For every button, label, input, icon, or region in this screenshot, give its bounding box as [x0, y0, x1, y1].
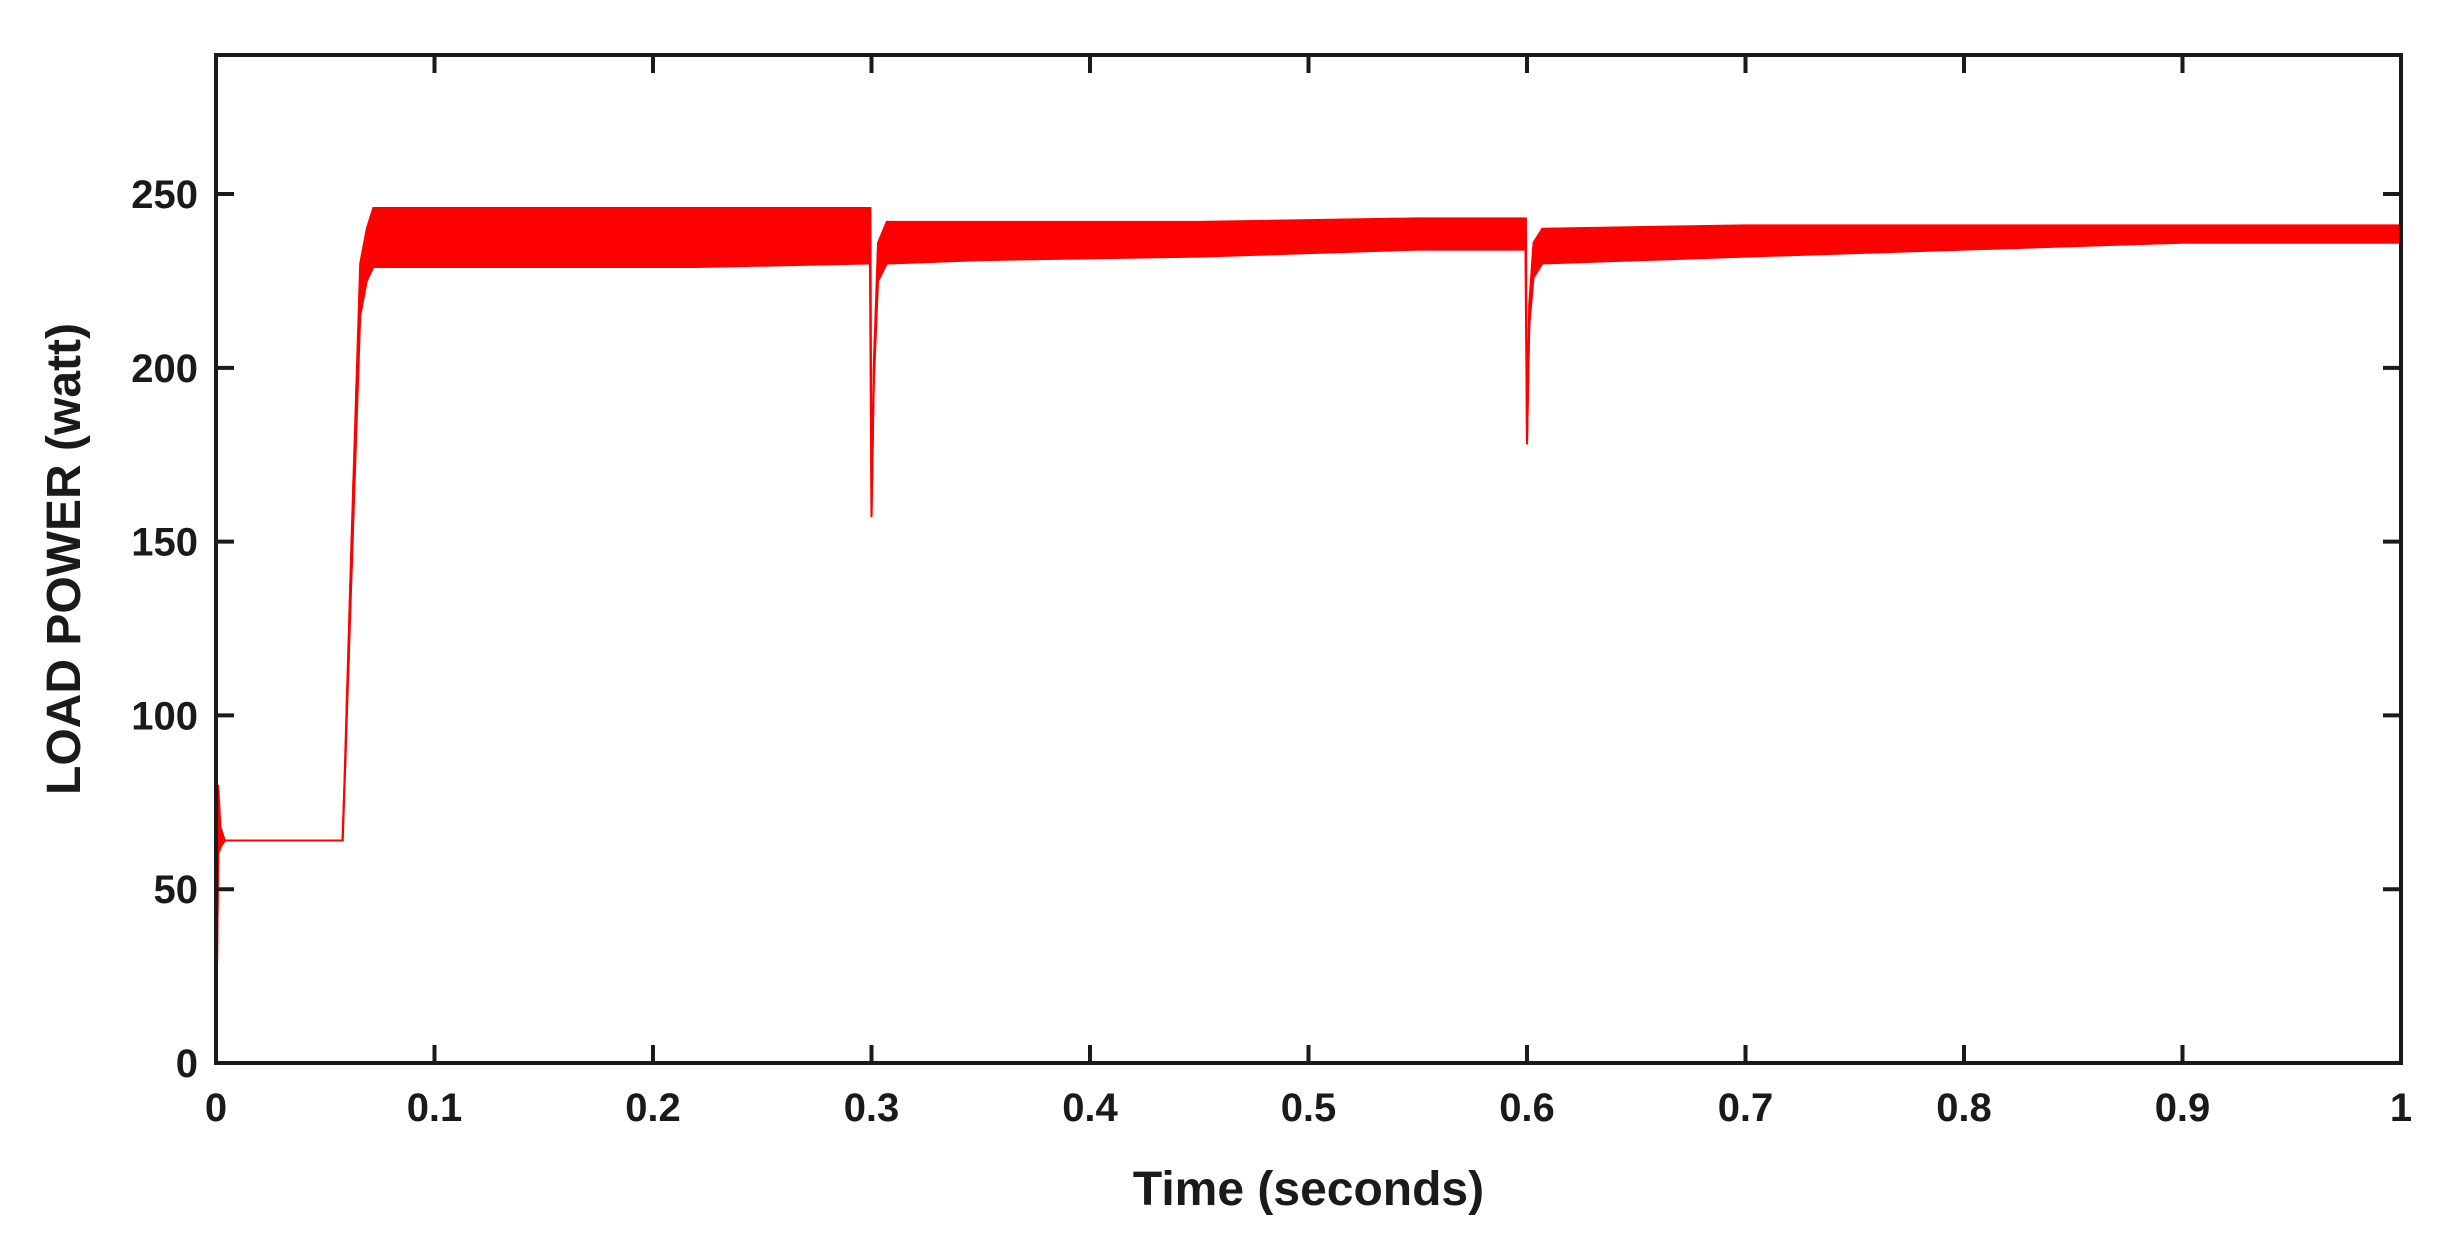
- x-tick-label: 0.6: [1499, 1086, 1555, 1130]
- y-tick-label: 250: [131, 173, 198, 217]
- series-0-line: [215, 207, 2402, 1064]
- x-tick-label: 0.2: [625, 1086, 681, 1130]
- x-tick-label: 0: [205, 1086, 227, 1130]
- x-tick-label: 0.5: [1281, 1086, 1337, 1130]
- x-tick-label: 0.3: [844, 1086, 900, 1130]
- y-tick-label: 50: [154, 868, 199, 912]
- y-tick-label: 150: [131, 521, 198, 565]
- y-axis-label: LOAD POWER (watt): [38, 323, 91, 795]
- x-tick-label: 0.7: [1718, 1086, 1774, 1130]
- y-tick-label: 0: [176, 1042, 198, 1086]
- y-tick-label: 100: [131, 694, 198, 738]
- x-tick-label: 0.4: [1062, 1086, 1118, 1130]
- x-tick-label: 1: [2390, 1086, 2412, 1130]
- x-tick-label: 0.8: [1936, 1086, 1992, 1130]
- x-tick-label: 0.9: [2155, 1086, 2211, 1130]
- x-tick-label: 0.1: [407, 1086, 463, 1130]
- x-axis-label: Time (seconds): [1133, 1163, 1484, 1216]
- y-tick-label: 200: [131, 347, 198, 391]
- tick-layer: 0 0.1 0.2 0.3 0.4 0.5 0.6 0.7 0.8 0.9 1 0 50 100 150 20…: [131, 55, 2412, 1130]
